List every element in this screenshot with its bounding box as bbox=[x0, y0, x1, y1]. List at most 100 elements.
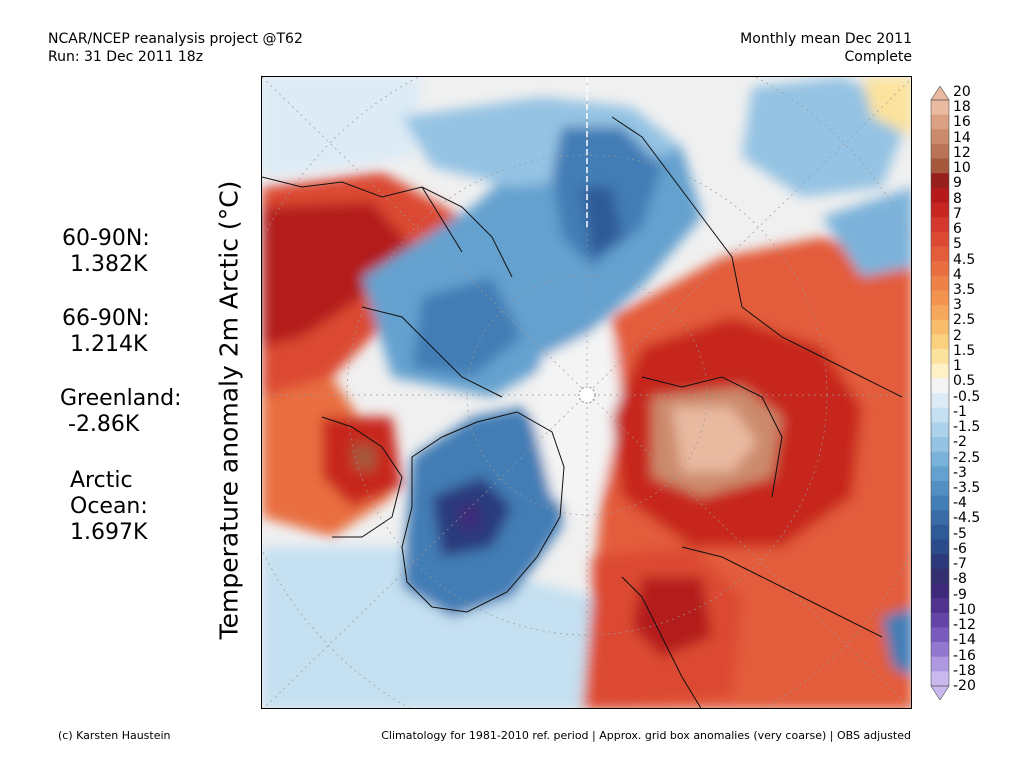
colorbar-swatch bbox=[931, 363, 949, 379]
colorbar-swatch bbox=[931, 202, 949, 218]
colorbar-label: -10 bbox=[953, 601, 976, 618]
north-pole-marker bbox=[578, 386, 596, 404]
colorbar-swatch bbox=[931, 627, 949, 643]
colorbar-swatch bbox=[931, 539, 949, 555]
colorbar-swatch bbox=[931, 598, 949, 614]
colorbar-min-arrow bbox=[930, 685, 950, 700]
stat-greenland: Greenland: -2.86K bbox=[60, 386, 182, 438]
colorbar-label: -12 bbox=[953, 617, 976, 634]
colorbar-swatch bbox=[931, 451, 949, 467]
colorbar-label: -3 bbox=[953, 464, 967, 481]
colorbar-swatch bbox=[931, 275, 949, 291]
colorbar-swatch bbox=[931, 568, 949, 584]
map-canvas bbox=[262, 77, 911, 708]
colorbar-label: -16 bbox=[953, 647, 976, 664]
colorbar-swatch bbox=[931, 642, 949, 658]
colorbar-label: 12 bbox=[953, 144, 971, 161]
stat-60-90n: 60-90N: 1.382K bbox=[62, 226, 150, 278]
stat-label: Arctic bbox=[70, 468, 133, 493]
colorbar-svg bbox=[930, 86, 950, 700]
colorbar-swatch bbox=[931, 290, 949, 306]
colorbar-label: -14 bbox=[953, 632, 976, 649]
colorbar-swatch bbox=[931, 217, 949, 233]
coastlines bbox=[262, 77, 903, 708]
vertical-axis-label-text: Temperature anomaly 2m Arctic (°C) bbox=[214, 180, 244, 640]
colorbar-label: 10 bbox=[953, 160, 971, 177]
copyright: (c) Karsten Haustein bbox=[58, 729, 171, 742]
stat-label-2: Ocean: bbox=[70, 494, 148, 519]
colorbar-swatch bbox=[931, 187, 949, 204]
colorbar-swatch bbox=[931, 466, 949, 482]
colorbar-label: -8 bbox=[953, 571, 967, 588]
colorbar-label: 1.5 bbox=[953, 342, 976, 359]
colorbar-label: 18 bbox=[953, 99, 971, 116]
colorbar-swatch bbox=[931, 656, 949, 672]
colorbar-label: -1.5 bbox=[953, 419, 981, 436]
colorbar-label: -18 bbox=[953, 662, 976, 679]
colorbar-swatch bbox=[931, 612, 949, 628]
colorbar-swatch bbox=[931, 495, 949, 511]
colorbar-label: 3 bbox=[953, 297, 962, 314]
footnote: Climatology for 1981-2010 ref. period | … bbox=[381, 729, 911, 742]
colorbar-swatch bbox=[931, 510, 949, 526]
colorbar-label: 6 bbox=[953, 221, 962, 238]
colorbar-swatch bbox=[931, 554, 949, 570]
colorbar-swatch bbox=[931, 334, 949, 350]
colorbar-swatch bbox=[931, 378, 949, 394]
colorbar-swatch bbox=[931, 524, 949, 540]
colorbar-swatch bbox=[931, 158, 949, 174]
colorbar-label: -9 bbox=[953, 586, 967, 603]
colorbar-swatch bbox=[931, 231, 949, 247]
colorbar-label: 9 bbox=[953, 175, 962, 192]
colorbar-label: -20 bbox=[953, 678, 976, 694]
colorbar-label: 0.5 bbox=[953, 373, 976, 390]
colorbar-label: -2 bbox=[953, 434, 967, 451]
colorbar bbox=[930, 86, 950, 700]
colorbar-label: -3.5 bbox=[953, 480, 981, 496]
colorbar-label: 3.5 bbox=[953, 282, 976, 298]
colorbar-swatch bbox=[931, 393, 949, 409]
stat-label: 66-90N: bbox=[62, 306, 150, 331]
run-time: Run: 31 Dec 2011 18z bbox=[48, 49, 204, 65]
colorbar-swatch bbox=[931, 319, 949, 335]
colorbar-swatch bbox=[931, 261, 949, 277]
colorbar-max-arrow bbox=[930, 86, 950, 101]
header-left: NCAR/NCEP reanalysis project @T62 Run: 3… bbox=[48, 30, 303, 66]
stat-value: -2.86K bbox=[68, 412, 140, 437]
colorbar-label: 14 bbox=[953, 129, 971, 146]
colorbar-label: 16 bbox=[953, 114, 971, 131]
colorbar-label: 7 bbox=[953, 205, 962, 222]
colorbar-swatch bbox=[931, 129, 949, 145]
colorbar-label: -1 bbox=[953, 403, 967, 420]
stat-value: 1.697K bbox=[70, 520, 148, 545]
colorbar-label: -4 bbox=[953, 495, 967, 512]
colorbar-label: 2 bbox=[953, 327, 962, 344]
colorbar-label: 1 bbox=[953, 358, 962, 375]
model-title: NCAR/NCEP reanalysis project @T62 bbox=[48, 31, 303, 47]
colorbar-label: 4 bbox=[953, 266, 962, 283]
stat-66-90n: 66-90N: 1.214K bbox=[62, 306, 150, 358]
colorbar-label: 20 bbox=[953, 84, 971, 100]
colorbar-swatch bbox=[931, 671, 949, 687]
header-right: Monthly mean Dec 2011 Complete bbox=[740, 30, 912, 66]
colorbar-swatch bbox=[931, 583, 949, 599]
stat-label: 60-90N: bbox=[62, 226, 150, 251]
colorbar-label: -0.5 bbox=[953, 388, 981, 405]
colorbar-label: 5 bbox=[953, 236, 962, 253]
colorbar-swatch bbox=[931, 143, 949, 160]
colorbar-swatch bbox=[931, 422, 949, 438]
colorbar-swatch bbox=[931, 100, 949, 116]
period-title: Monthly mean Dec 2011 bbox=[740, 31, 912, 47]
colorbar-swatch bbox=[931, 114, 949, 130]
colorbar-label: -4.5 bbox=[953, 510, 981, 527]
colorbar-swatch bbox=[931, 407, 949, 423]
colorbar-swatch bbox=[931, 173, 949, 189]
colorbar-frame bbox=[930, 99, 950, 687]
colorbar-label: 8 bbox=[953, 190, 962, 207]
stat-arctic-ocean: Arctic Ocean: 1.697K bbox=[70, 468, 148, 546]
colorbar-label: -6 bbox=[953, 540, 967, 557]
colorbar-label: -5 bbox=[953, 525, 967, 542]
status-text: Complete bbox=[844, 49, 912, 65]
colorbar-label: 4.5 bbox=[953, 251, 976, 268]
colorbar-swatch bbox=[931, 436, 949, 453]
